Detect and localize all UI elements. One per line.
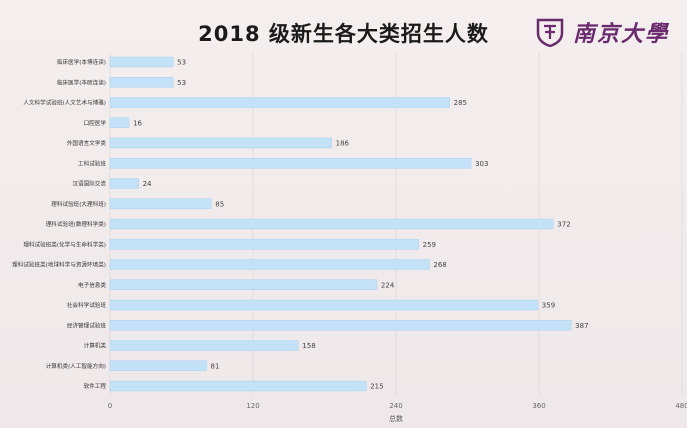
bar xyxy=(109,97,450,108)
x-tick-label: 240 xyxy=(389,402,402,410)
bar xyxy=(109,360,207,371)
value-label: 259 xyxy=(423,241,436,249)
category-label: 经济管理试验班 xyxy=(67,321,107,329)
category-label: 人文科学试验班(人文艺术与博雅) xyxy=(23,99,106,107)
university-crest-icon xyxy=(536,18,564,47)
category-label: 理科试验班类(地球科学与资源环境类) xyxy=(12,261,106,269)
bar xyxy=(109,117,130,128)
value-label: 53 xyxy=(177,79,186,87)
bar xyxy=(109,340,299,351)
value-label: 372 xyxy=(557,221,570,229)
bar xyxy=(109,198,212,209)
category-label: 工科试验班 xyxy=(78,159,106,167)
value-label: 224 xyxy=(381,281,395,289)
value-label: 215 xyxy=(370,383,383,391)
bar xyxy=(109,218,554,230)
x-axis-label: 总数 xyxy=(389,414,403,423)
category-label: 理科试验班类(化学与生命科学类) xyxy=(23,240,106,248)
value-label: 16 xyxy=(133,119,142,127)
category-label: 汉语国际交流 xyxy=(72,180,106,188)
bar xyxy=(109,299,539,311)
value-label: 186 xyxy=(336,140,350,148)
x-tick-label: 360 xyxy=(532,402,545,410)
category-label: 临床医学(本博连读) xyxy=(57,58,106,66)
bar xyxy=(109,320,572,331)
category-label: 计算机类 xyxy=(84,342,107,350)
bar xyxy=(109,239,419,250)
category-label: 临床医学(本硕连读) xyxy=(57,78,106,86)
value-label: 387 xyxy=(575,322,588,330)
bar xyxy=(109,56,174,68)
category-label: 计算机类(人工智能方向) xyxy=(46,362,106,370)
bar xyxy=(109,158,472,169)
category-label: 电子信息类 xyxy=(78,281,106,289)
value-label: 268 xyxy=(433,261,446,269)
logo-text: 南京大學 xyxy=(573,21,670,47)
value-label: 303 xyxy=(475,160,488,168)
value-label: 24 xyxy=(143,180,152,188)
value-label: 285 xyxy=(454,99,467,107)
value-label: 359 xyxy=(542,302,555,310)
category-label: 口腔医学 xyxy=(84,119,107,127)
chart-title: 2018 级新生各大类招生人数 xyxy=(198,22,489,46)
bar xyxy=(109,178,139,189)
category-label: 社会科学试验班 xyxy=(67,301,107,309)
category-label: 软件工程 xyxy=(84,382,107,390)
bar xyxy=(109,279,378,290)
category-label: 外国语言文学类 xyxy=(67,139,107,147)
category-label: 理科试验班(大理科班) xyxy=(51,200,106,208)
category-label: 理科试验班(数理科学类) xyxy=(46,220,106,228)
x-tick-label: 120 xyxy=(246,402,259,410)
bar xyxy=(109,137,332,149)
bar xyxy=(109,380,367,392)
value-label: 85 xyxy=(215,200,224,208)
x-tick-label: 0 xyxy=(108,402,112,410)
university-logo: 南京大學 xyxy=(535,14,669,50)
bar xyxy=(109,259,430,270)
bar xyxy=(109,77,174,88)
value-label: 81 xyxy=(211,362,220,370)
x-tick-label: 480 xyxy=(675,402,687,410)
value-label: 53 xyxy=(177,59,186,67)
value-label: 158 xyxy=(302,342,315,350)
